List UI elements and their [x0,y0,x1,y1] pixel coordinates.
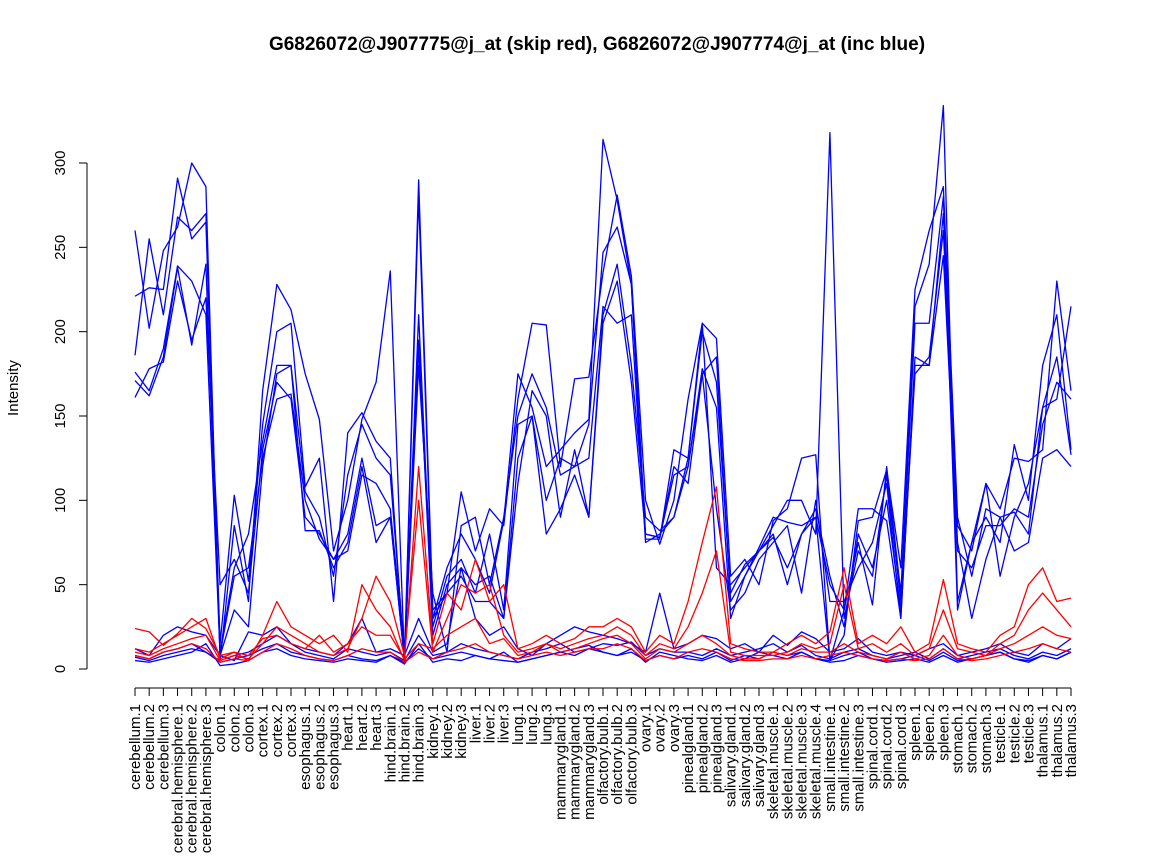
x-tick-label: cerebral.hemisphere.1 [170,704,187,853]
x-tick-label: stomach.3 [978,704,995,773]
x-tick-label: esophagus.2 [311,704,328,790]
y-tick-label: 150 [52,403,69,428]
y-tick-label: 100 [52,488,69,513]
x-tick-label: ovary.1 [638,704,655,752]
x-tick-label: salivary.gland.2 [737,704,754,807]
x-tick-label: small.intestine.2 [836,704,853,812]
x-tick-label: spleen.3 [935,704,952,761]
y-tick-label: 200 [52,319,69,344]
series-line-12 [134,499,1072,662]
x-tick-label: lung.3 [538,704,555,745]
x-tick-label: cerebral.hemisphere.2 [184,704,201,853]
series-line-14 [134,643,1072,663]
x-tick-label: colon.2 [226,704,243,752]
x-tick-label: salivary.gland.3 [751,704,768,807]
x-tick-label: pinealgland.2 [694,704,711,793]
x-tick-label: hind.brain.2 [396,704,413,782]
x-tick-label: olfactory.bulb.2 [609,704,626,805]
chart-title: G6826072@J907775@j_at (skip red), G68260… [269,34,925,55]
y-axis: 0 50 100 150 200 250 300 [52,150,88,673]
x-tick-label: kidney.3 [453,704,470,759]
x-tick-label: liver.2 [482,704,499,743]
x-tick-label: cerebellum.1 [127,704,144,790]
x-tick-label: cortex.1 [255,704,272,757]
x-tick-label: spleen.2 [921,704,938,761]
x-tick-label: cerebellum.2 [141,704,158,790]
series-line-5 [134,212,1072,653]
x-tick-label: colon.3 [240,704,257,752]
x-tick-label: thalamus.2 [1049,704,1066,777]
x-tick-label: thalamus.3 [1063,704,1080,777]
x-tick-label: testicle.1 [992,704,1009,763]
x-tick-label: olfactory.bulb.1 [595,704,612,805]
y-tick-label: 0 [52,665,69,673]
x-tick-label: liver.3 [496,704,513,743]
x-tick-label: testicle.2 [1006,704,1023,763]
x-tick-label: mammarygland.1 [552,704,569,820]
x-tick-label: testicle.3 [1020,704,1037,763]
series-line-6 [134,229,1072,662]
x-tick-label: stomach.1 [950,704,967,773]
x-tick-label: esophagus.1 [297,704,314,790]
x-tick-label: small.intestine.1 [822,704,839,812]
x-tick-label: heart.1 [340,704,357,751]
x-tick-label: thalamus.1 [1035,704,1052,777]
x-tick-label: esophagus.3 [326,704,343,790]
x-tick-label: skeletal.muscle.3 [794,704,811,819]
x-tick-label: mammarygland.2 [567,704,584,820]
x-tick-label: small.intestine.3 [850,704,867,812]
x-tick-label: pinealgland.3 [708,704,725,793]
x-tick-label: kidney.2 [439,704,456,759]
x-tick-label: spinal.cord.2 [879,704,896,789]
x-tick-label: spinal.cord.1 [864,704,881,789]
x-tick-label: colon.1 [212,704,229,752]
x-tick-label: ovary.2 [652,704,669,752]
y-tick-label: 50 [52,576,69,593]
x-axis: cerebellum.1cerebellum.2cerebellum.3cere… [127,687,1080,853]
x-tick-label: spinal.cord.3 [893,704,910,789]
x-tick-label: liver.1 [467,704,484,743]
series-line-1 [134,105,1072,662]
x-tick-label: cortex.2 [269,704,286,757]
x-tick-label: stomach.2 [964,704,981,773]
series-line-7 [134,643,1072,667]
x-tick-label: skeletal.muscle.1 [765,704,782,819]
series-line-4 [134,255,1072,662]
y-axis-label: Intensity [5,360,22,416]
x-tick-label: lung.2 [524,704,541,745]
x-tick-label: cortex.3 [283,704,300,757]
series-layer [134,105,1072,667]
x-tick-label: heart.2 [354,704,371,751]
series-line-11 [134,465,1072,662]
x-tick-label: salivary.gland.1 [723,704,740,807]
series-line-13 [134,617,1072,660]
x-tick-label: hind.brain.1 [382,704,399,782]
x-tick-label: hind.brain.3 [411,704,428,782]
y-tick-label: 250 [52,235,69,260]
x-tick-label: lung.1 [510,704,527,745]
x-tick-label: cerebellum.3 [155,704,172,790]
x-tick-label: olfactory.bulb.3 [623,704,640,805]
x-tick-label: heart.3 [368,704,385,751]
x-tick-label: ovary.3 [666,704,683,752]
y-tick-label: 300 [52,150,69,175]
x-tick-label: mammarygland.3 [581,704,598,820]
x-tick-label: skeletal.muscle.4 [808,704,825,819]
series-line-3 [134,185,1072,662]
x-tick-label: spleen.1 [907,704,924,761]
x-tick-label: pinealgland.1 [680,704,697,793]
x-tick-label: skeletal.muscle.2 [779,704,796,819]
x-tick-label: kidney.1 [425,704,442,759]
series-line-2 [134,131,1072,665]
x-tick-label: cerebral.hemisphere.3 [198,704,215,853]
